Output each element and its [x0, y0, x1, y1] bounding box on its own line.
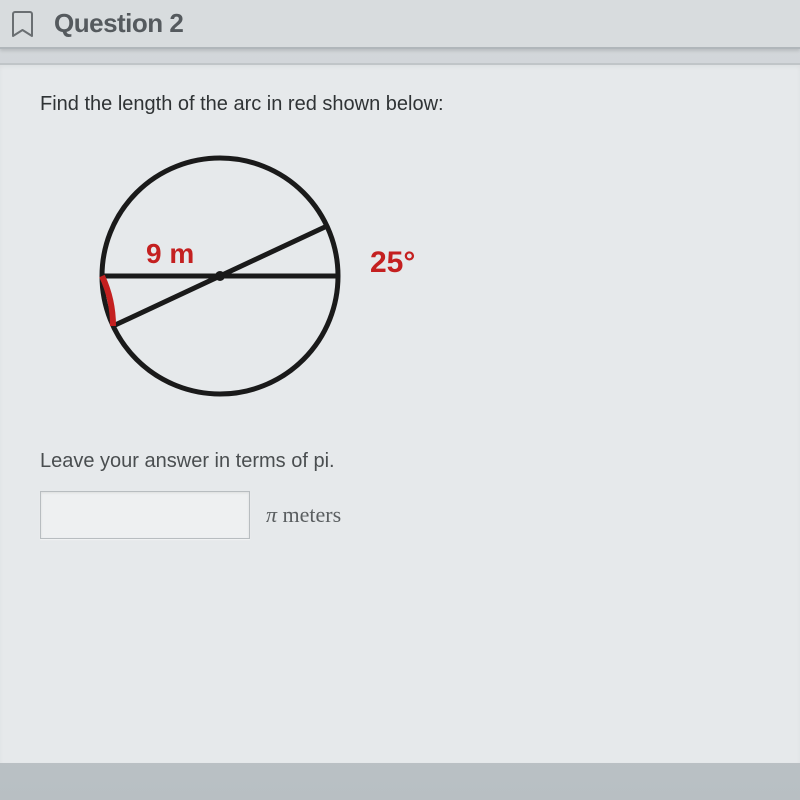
answer-input[interactable] [40, 491, 250, 539]
degree-symbol: ° [403, 246, 415, 279]
answer-row: π meters [40, 491, 760, 539]
unit-text: meters [277, 502, 341, 527]
pi-symbol: π [266, 502, 277, 527]
bookmark-icon[interactable] [12, 10, 36, 38]
arc-diagram: 9 m 25° [60, 146, 460, 426]
question-title: Question 2 [54, 8, 183, 39]
angle-label: 25° [370, 246, 415, 280]
angle-value: 25 [370, 246, 403, 279]
question-prompt: Find the length of the arc in red shown … [40, 93, 760, 116]
unit-label: π meters [266, 502, 341, 528]
question-header: Question 2 [0, 0, 800, 49]
question-body: Find the length of the arc in red shown … [0, 63, 800, 763]
radius-label: 9 m [146, 238, 194, 270]
circle-svg [60, 146, 380, 426]
answer-note: Leave your answer in terms of pi. [40, 450, 760, 473]
app-screen: Question 2 Find the length of the arc in… [0, 0, 800, 800]
